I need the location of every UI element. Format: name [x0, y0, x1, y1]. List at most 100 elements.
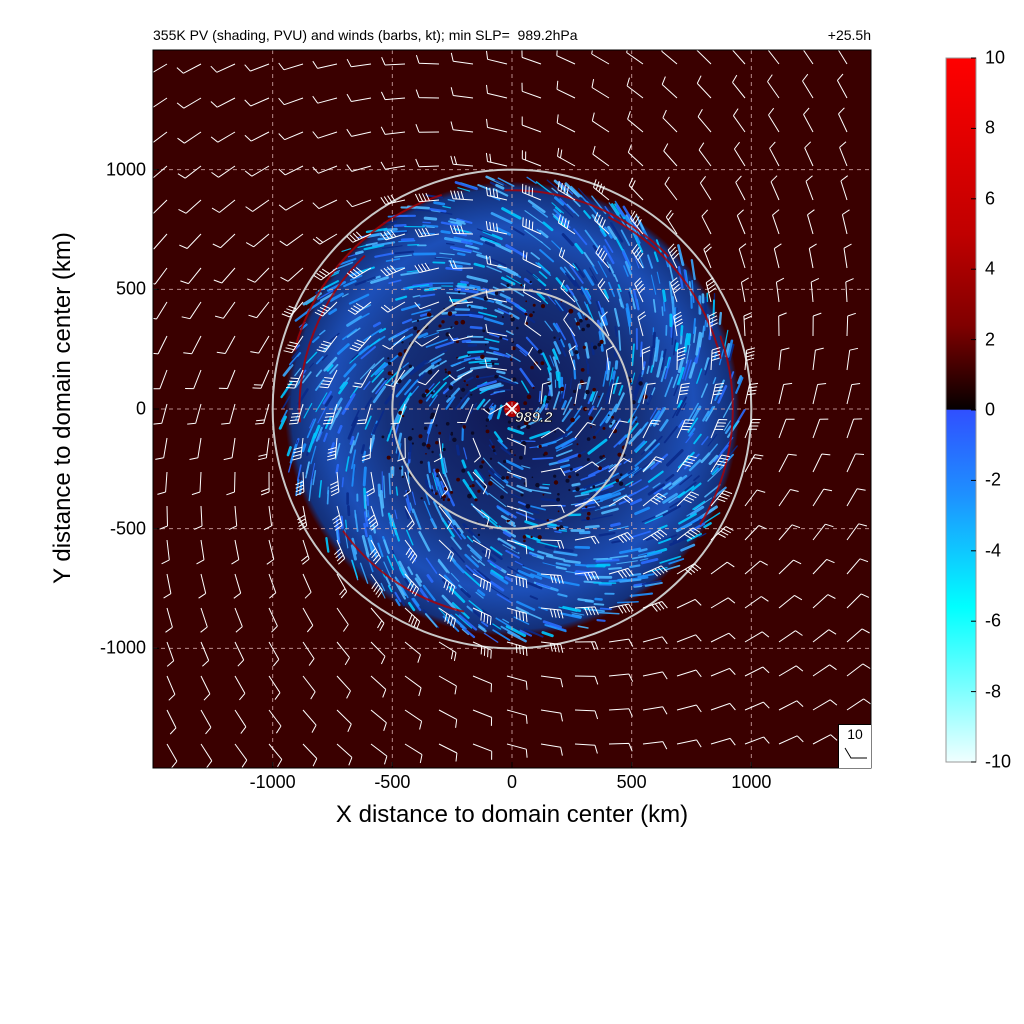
- wind-barb: [485, 221, 508, 235]
- wind-barb: [165, 607, 173, 633]
- pv-streak: [659, 555, 682, 564]
- wind-barb: [676, 669, 702, 678]
- pv-streak: [412, 294, 421, 298]
- pv-streak: [695, 331, 702, 356]
- pv-streak: [345, 519, 348, 530]
- pv-streak: [551, 202, 564, 214]
- pv-streak: [445, 396, 456, 410]
- wind-barb: [185, 369, 202, 390]
- pv-streak: [490, 569, 504, 580]
- pv-streak: [372, 241, 396, 247]
- wind-barb: [591, 79, 610, 99]
- pv-streak: [375, 378, 388, 395]
- pv-streak: [530, 505, 546, 511]
- wind-barb: [738, 243, 747, 269]
- wind-barb: [361, 437, 372, 462]
- pv-streak: [309, 418, 315, 429]
- pv-streak: [488, 492, 507, 508]
- pv-streak: [424, 479, 430, 489]
- pv-speckle: [598, 466, 602, 471]
- wind-barb: [540, 641, 564, 653]
- pv-speckle: [467, 353, 470, 356]
- wind-barb: [370, 641, 386, 665]
- pv-streak: [473, 262, 486, 268]
- pv-streak: [460, 240, 473, 246]
- pv-streak: [637, 573, 655, 578]
- wind-barb: [812, 699, 838, 711]
- pv-streak: [542, 221, 554, 232]
- pv-speckle: [517, 425, 521, 429]
- wind-barb: [778, 312, 787, 337]
- pv-streak: [318, 479, 323, 498]
- wind-barb: [778, 559, 802, 575]
- pv-streak: [408, 442, 413, 460]
- pv-streak: [351, 409, 360, 427]
- pv-streak: [499, 293, 511, 301]
- wind-barb: [278, 62, 304, 71]
- pv-streak: [473, 469, 485, 483]
- pv-streak: [714, 392, 720, 401]
- wind-barb: [380, 161, 406, 170]
- pv-streak: [371, 423, 378, 435]
- pv-speckle: [418, 434, 423, 439]
- pv-streak: [310, 462, 316, 485]
- pv-streak: [395, 295, 408, 301]
- pv-streak: [303, 403, 313, 419]
- wind-barb: [642, 529, 668, 541]
- pv-streak: [571, 482, 581, 487]
- pv-streak: [453, 561, 465, 574]
- pv-streak: [577, 625, 589, 629]
- pv-speckle: [592, 485, 596, 488]
- wind-barb: [778, 594, 803, 609]
- wind-barb: [662, 109, 678, 133]
- pv-streak: [432, 472, 438, 491]
- wind-barb: [187, 403, 202, 425]
- wind-barb: [472, 505, 490, 527]
- pv-streak: [629, 592, 654, 597]
- pv-speckle: [399, 467, 402, 470]
- pv-streak: [425, 338, 449, 348]
- pv-streak: [652, 298, 657, 313]
- pv-streak: [450, 221, 463, 227]
- wind-barb: [367, 505, 379, 531]
- wind-barb: [626, 77, 644, 99]
- pv-streak: [584, 301, 591, 315]
- wind-barb: [268, 573, 277, 599]
- wind-barb: [642, 492, 667, 507]
- pv-streak: [647, 470, 664, 483]
- pv-streak: [608, 263, 615, 274]
- pv-streak: [571, 612, 585, 616]
- wind-reference-box: 10: [838, 724, 871, 768]
- wind-barb: [245, 233, 270, 248]
- pv-streak: [688, 459, 702, 472]
- pv-streak: [489, 439, 494, 446]
- wind-barb: [574, 675, 599, 685]
- pv-streak: [476, 468, 486, 482]
- wind-barb: [836, 73, 848, 99]
- pv-speckle: [489, 457, 493, 460]
- pv-speckle: [435, 441, 439, 445]
- pv-streak: [572, 263, 579, 271]
- wind-barb: [380, 301, 406, 313]
- wind-barb: [574, 422, 596, 439]
- pv-streak: [537, 262, 551, 275]
- pv-streak: [615, 204, 625, 217]
- wind-barb: [191, 471, 202, 496]
- wind-barb: [735, 175, 746, 201]
- pv-streak: [394, 509, 398, 520]
- pv-streak: [461, 339, 472, 343]
- pv-streak: [348, 293, 370, 305]
- wind-barb: [252, 369, 270, 389]
- wind-barb: [283, 335, 304, 354]
- wind-barb: [302, 675, 316, 700]
- wind-barb: [194, 505, 203, 530]
- wind-barb: [486, 84, 508, 99]
- wind-barb: [352, 369, 372, 388]
- pv-speckle: [476, 375, 479, 379]
- wind-barb: [744, 596, 769, 609]
- pv-streak: [676, 366, 685, 386]
- pv-streak: [383, 539, 390, 555]
- pv-streak: [471, 555, 480, 564]
- pv-speckle: [471, 484, 475, 488]
- pv-streak: [494, 309, 504, 315]
